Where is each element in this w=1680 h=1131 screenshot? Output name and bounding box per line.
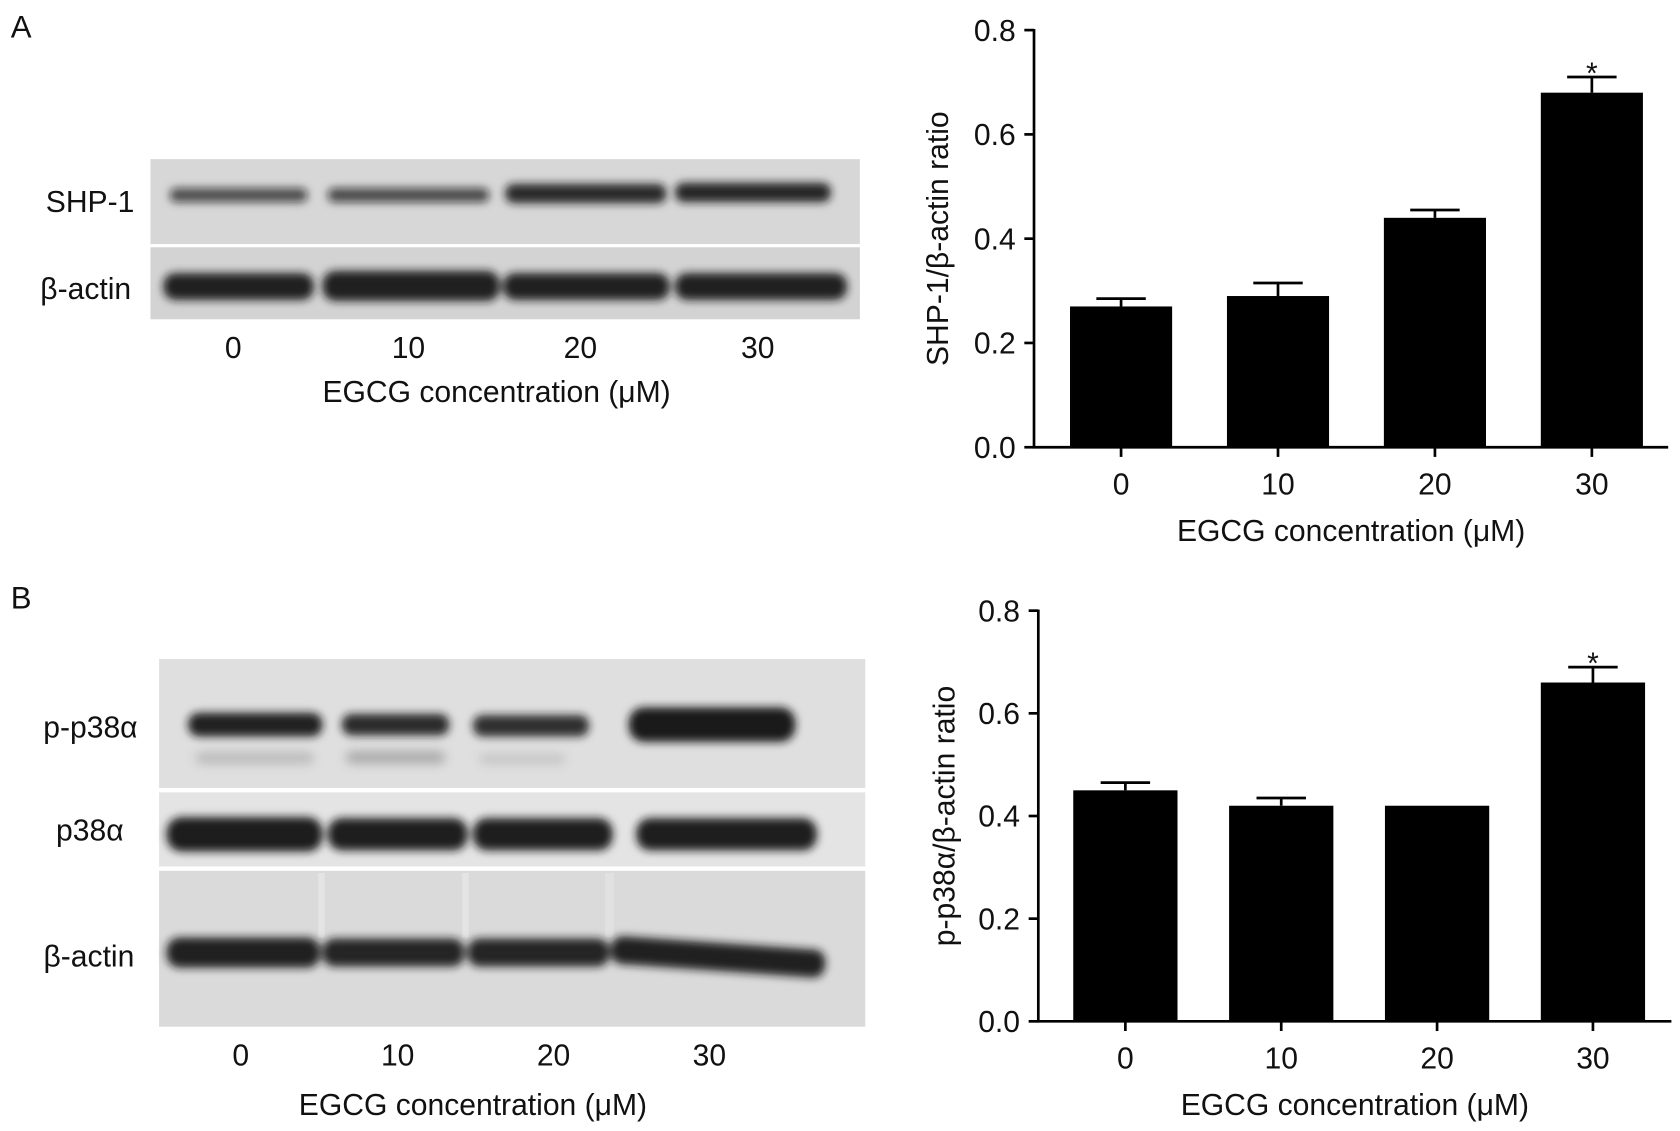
bar-chart-b: 0.0 0.2 0.4 0.6 0.8 0 10 20 30 * EGCG concentratio… <box>928 595 1672 1122</box>
significance-asterisk: * <box>1586 57 1598 90</box>
y-tick-label: 0.2 <box>974 328 1016 361</box>
band-shp1-lane-20 <box>505 183 667 204</box>
x-tick-label: 20 <box>1420 1043 1453 1076</box>
lane-streak <box>605 872 614 938</box>
bar <box>1384 805 1490 1022</box>
y-tick-label: 0.6 <box>978 698 1020 731</box>
band-shp1-lane-30 <box>675 182 831 203</box>
faint-band <box>479 754 566 764</box>
row-label-beta-actin-b: β-actin <box>44 941 135 974</box>
lane-label: 30 <box>693 1039 726 1072</box>
x-tick-label: 0 <box>1113 469 1130 502</box>
lane-label: 30 <box>741 332 774 365</box>
bar-chart-a: 0.0 0.2 0.4 0.6 0.8 0 10 20 30 * EGCG concentratio… <box>922 15 1669 548</box>
x-tick-label: 0 <box>1117 1043 1134 1076</box>
blot-x-axis-label-a: EGCG concentration (μM) <box>322 376 670 409</box>
x-tick-label: 10 <box>1264 1043 1297 1076</box>
band-p38a-lane-30 <box>636 818 817 851</box>
x-tick-label: 30 <box>1576 1043 1609 1076</box>
band-beta-actin-b-lane-10 <box>322 938 465 967</box>
band-beta-actin-b-lane-0 <box>166 937 321 968</box>
y-axis-label: SHP-1/β-actin ratio <box>922 111 955 366</box>
band-shp1-lane-0 <box>169 188 308 203</box>
row-label-p-p38a: p-p38α <box>43 712 137 745</box>
x-tick-label: 30 <box>1575 469 1608 502</box>
panel-b: B <box>11 581 1672 1122</box>
lane-streak <box>462 872 469 938</box>
lane-label: 0 <box>232 1039 249 1072</box>
significance-asterisk: * <box>1587 648 1599 681</box>
bar <box>1229 805 1334 1022</box>
x-axis-label: EGCG concentration (μM) <box>1177 515 1525 548</box>
lane-label: 0 <box>225 332 242 365</box>
bar <box>1383 217 1486 448</box>
band-beta-actin-b-lane-30 <box>610 936 826 978</box>
band-shp1-lane-10 <box>327 188 490 203</box>
faint-band <box>346 751 445 764</box>
blot-x-axis-label-b: EGCG concentration (μM) <box>299 1089 647 1122</box>
bar <box>1540 682 1646 1022</box>
panel-label-a: A <box>11 10 32 45</box>
y-tick-label: 0.4 <box>978 801 1020 834</box>
y-tick-label: 0.0 <box>974 432 1016 465</box>
band-p-p38a-lane-10 <box>341 713 450 736</box>
panel-a: A SHP-1 β-actin 0 10 20 30 EG <box>11 10 1669 548</box>
band-beta-actin-a-lane-0 <box>163 273 314 300</box>
bar <box>1070 306 1173 448</box>
faint-band <box>195 752 314 764</box>
bands-p38a <box>166 817 817 852</box>
band-p-p38a-lane-20 <box>472 714 590 737</box>
band-beta-actin-a-lane-20 <box>503 273 670 300</box>
faint-bands-p-p38a <box>195 751 566 764</box>
lane-label: 20 <box>537 1039 570 1072</box>
band-p-p38a-lane-0 <box>188 712 323 737</box>
row-label-shp1: SHP-1 <box>46 186 135 219</box>
bar <box>1540 92 1643 448</box>
band-beta-actin-a-lane-10 <box>322 270 500 302</box>
lane-streak <box>318 872 325 938</box>
x-tick-label: 10 <box>1261 469 1294 502</box>
western-blot-b <box>159 659 866 1027</box>
y-tick-label: 0.8 <box>974 15 1016 48</box>
lane-label: 10 <box>381 1039 414 1072</box>
row-label-p38a: p38α <box>56 815 124 848</box>
band-p38a-lane-10 <box>327 818 468 851</box>
panel-label-b: B <box>11 581 32 616</box>
bands-shp1 <box>169 182 831 204</box>
bands-beta-actin-a <box>163 270 847 302</box>
x-tick-label: 20 <box>1418 469 1451 502</box>
y-tick-label: 0.6 <box>974 119 1016 152</box>
bands-p-p38a <box>188 707 796 742</box>
band-beta-actin-a-lane-30 <box>675 273 847 300</box>
row-label-beta-actin-a: β-actin <box>40 273 131 306</box>
lane-label: 10 <box>392 332 425 365</box>
y-tick-label: 0.0 <box>978 1006 1020 1039</box>
band-p-p38a-lane-30 <box>628 707 796 742</box>
bar <box>1226 296 1330 448</box>
bar <box>1073 790 1178 1022</box>
y-tick-label: 0.4 <box>974 223 1016 256</box>
band-p38a-lane-20 <box>472 818 613 851</box>
band-beta-actin-b-lane-20 <box>467 938 610 967</box>
y-tick-label: 0.2 <box>978 903 1020 936</box>
y-axis-label: p-p38α/β-actin ratio <box>928 686 961 946</box>
band-p38a-lane-0 <box>166 817 323 852</box>
x-axis-label: EGCG concentration (μM) <box>1181 1089 1529 1122</box>
lane-label: 20 <box>564 332 597 365</box>
western-blot-a <box>150 159 860 320</box>
y-tick-label: 0.8 <box>978 595 1020 628</box>
bands-beta-actin-b <box>166 936 826 978</box>
